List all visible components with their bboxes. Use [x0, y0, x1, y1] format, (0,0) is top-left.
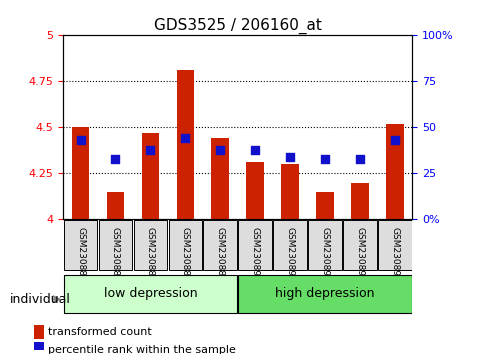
Text: GSM230886: GSM230886: [111, 227, 120, 282]
Point: [320, 156, 328, 161]
Text: transformed count: transformed count: [48, 327, 152, 337]
Text: GSM230891: GSM230891: [285, 227, 294, 282]
FancyBboxPatch shape: [377, 220, 411, 270]
FancyBboxPatch shape: [133, 220, 167, 270]
FancyBboxPatch shape: [307, 220, 341, 270]
Text: GSM230887: GSM230887: [146, 227, 154, 282]
Bar: [141, 133, 159, 219]
Bar: [34, 343, 44, 354]
Point: [251, 147, 258, 152]
FancyBboxPatch shape: [168, 220, 202, 270]
FancyBboxPatch shape: [342, 220, 376, 270]
Point: [76, 137, 84, 143]
Bar: [281, 164, 298, 219]
Point: [146, 147, 154, 152]
Text: low depression: low depression: [103, 287, 197, 300]
Text: high depression: high depression: [274, 287, 374, 300]
FancyBboxPatch shape: [203, 220, 237, 270]
Text: GSM230892: GSM230892: [320, 227, 329, 282]
Point: [390, 137, 398, 143]
Title: GDS3525 / 206160_at: GDS3525 / 206160_at: [153, 18, 321, 34]
FancyBboxPatch shape: [238, 220, 272, 270]
Text: GSM230888: GSM230888: [181, 227, 189, 282]
Bar: [72, 127, 89, 219]
Text: GSM230893: GSM230893: [355, 227, 363, 282]
Text: GSM230889: GSM230889: [215, 227, 224, 282]
Text: GSM230890: GSM230890: [250, 227, 259, 282]
Bar: [316, 192, 333, 219]
Text: individual: individual: [10, 293, 71, 306]
FancyBboxPatch shape: [63, 220, 97, 270]
Bar: [246, 162, 263, 219]
Bar: [385, 124, 403, 219]
Text: GSM230885: GSM230885: [76, 227, 85, 282]
FancyBboxPatch shape: [272, 220, 306, 270]
Bar: [350, 183, 368, 219]
Text: GSM230894: GSM230894: [390, 227, 398, 282]
Point: [355, 156, 363, 161]
Bar: [176, 70, 194, 219]
Point: [111, 156, 119, 161]
Point: [286, 154, 293, 160]
FancyBboxPatch shape: [98, 220, 132, 270]
FancyBboxPatch shape: [238, 275, 411, 313]
Bar: [211, 138, 228, 219]
FancyBboxPatch shape: [63, 275, 237, 313]
Bar: [34, 325, 44, 339]
Point: [181, 136, 189, 141]
Text: percentile rank within the sample: percentile rank within the sample: [48, 345, 236, 354]
Point: [216, 147, 224, 152]
Bar: [106, 192, 124, 219]
